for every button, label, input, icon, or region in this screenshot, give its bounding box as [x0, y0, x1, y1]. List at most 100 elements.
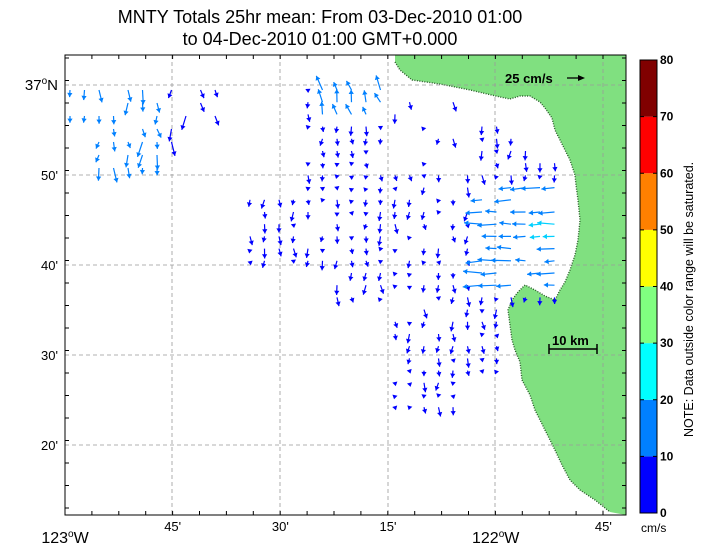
current-vector [379, 285, 385, 294]
current-vector [406, 285, 413, 291]
current-vector [464, 220, 483, 226]
current-vector [334, 150, 340, 158]
longitude-label-value: 45' [164, 519, 181, 534]
current-vector [494, 369, 499, 375]
colorbar-tick-label: 20 [660, 393, 674, 407]
current-vector [67, 89, 73, 98]
reference-vector: 25 cm/s [505, 71, 585, 86]
current-vector [111, 128, 117, 137]
current-vector [377, 199, 384, 205]
current-vector [334, 185, 340, 191]
current-vector [137, 154, 144, 168]
current-vector [332, 81, 338, 91]
current-vector [464, 309, 470, 318]
latitude-label-value: 50' [41, 168, 58, 183]
current-vector [320, 197, 326, 203]
current-vector [470, 197, 483, 204]
longitude-label-value: 122 [472, 530, 499, 547]
current-vector [139, 167, 145, 175]
current-vector [334, 212, 340, 217]
current-vector [450, 358, 456, 364]
current-vector [480, 271, 497, 277]
current-vector [406, 358, 412, 365]
colorbar-unit: cm/s [641, 521, 666, 535]
current-vector [334, 236, 340, 244]
current-vector [363, 126, 370, 137]
current-vector [167, 128, 173, 142]
current-vector [98, 89, 104, 103]
current-vector [349, 248, 355, 255]
current-vector [451, 285, 457, 294]
current-vector [494, 126, 500, 134]
current-vector [421, 248, 427, 256]
current-vector [435, 138, 441, 145]
current-vector [247, 248, 253, 254]
current-vector [499, 220, 512, 226]
current-vector [392, 381, 398, 387]
current-vector [305, 88, 311, 94]
current-vector [363, 187, 369, 193]
current-vector [451, 138, 457, 148]
coastline-land [395, 55, 626, 515]
map-frame [65, 55, 626, 515]
map-title-line1: MNTY Totals 25hr mean: From 03-Dec-2010 … [117, 7, 523, 27]
current-vector [261, 248, 268, 259]
current-vector [542, 233, 555, 240]
current-vector [155, 102, 161, 113]
current-vector [465, 259, 483, 266]
current-vector [422, 224, 427, 231]
current-vector [362, 90, 368, 103]
current-vector [306, 175, 312, 184]
current-vector [478, 297, 484, 306]
current-vector [392, 211, 398, 220]
current-vector [305, 102, 311, 109]
current-vector [315, 75, 324, 91]
colorbar-tick-label: 10 [660, 449, 674, 463]
current-vector [363, 138, 369, 146]
current-vector [436, 333, 442, 342]
current-vector [260, 199, 266, 209]
latitude-label: 37oN [25, 76, 58, 94]
longitude-label-value: 45' [595, 519, 612, 534]
map-title-line2: to 04-Dec-2010 01:00 GMT+0.000 [182, 29, 458, 49]
current-vector [509, 297, 515, 308]
current-vector [496, 244, 512, 251]
current-vector [493, 175, 499, 180]
hemisphere-suffix: W [74, 530, 90, 547]
current-vector [450, 370, 456, 378]
current-vector [377, 211, 383, 222]
current-vector [494, 138, 500, 149]
current-vector [544, 258, 555, 265]
current-vector [496, 283, 512, 289]
current-vector [537, 163, 543, 173]
longitude-label-value: 15' [380, 519, 397, 534]
current-vector [420, 321, 426, 329]
current-vector [541, 186, 555, 192]
hemisphere-suffix: N [47, 77, 58, 94]
colorbar-tick-label: 50 [660, 223, 674, 237]
current-vector [334, 162, 340, 168]
current-vector [306, 114, 312, 122]
current-vector [349, 138, 355, 145]
reference-vector-label: 25 cm/s [505, 71, 553, 86]
current-vector [348, 126, 354, 136]
current-vector [494, 346, 500, 352]
current-vector [81, 89, 87, 101]
current-vector [96, 167, 102, 181]
current-vector [494, 198, 512, 204]
current-vector [156, 128, 162, 138]
reference-vector-arrowhead [578, 75, 585, 81]
current-vector [319, 138, 324, 146]
current-vector [335, 199, 341, 209]
current-vector [277, 236, 283, 246]
current-vector [111, 141, 117, 152]
current-vector [406, 272, 413, 278]
current-vector [123, 102, 129, 116]
current-vector [304, 248, 310, 258]
current-vector [290, 236, 296, 244]
current-vector [436, 198, 442, 204]
current-vector [290, 199, 296, 206]
current-vector [435, 248, 441, 259]
current-vector [334, 285, 340, 295]
